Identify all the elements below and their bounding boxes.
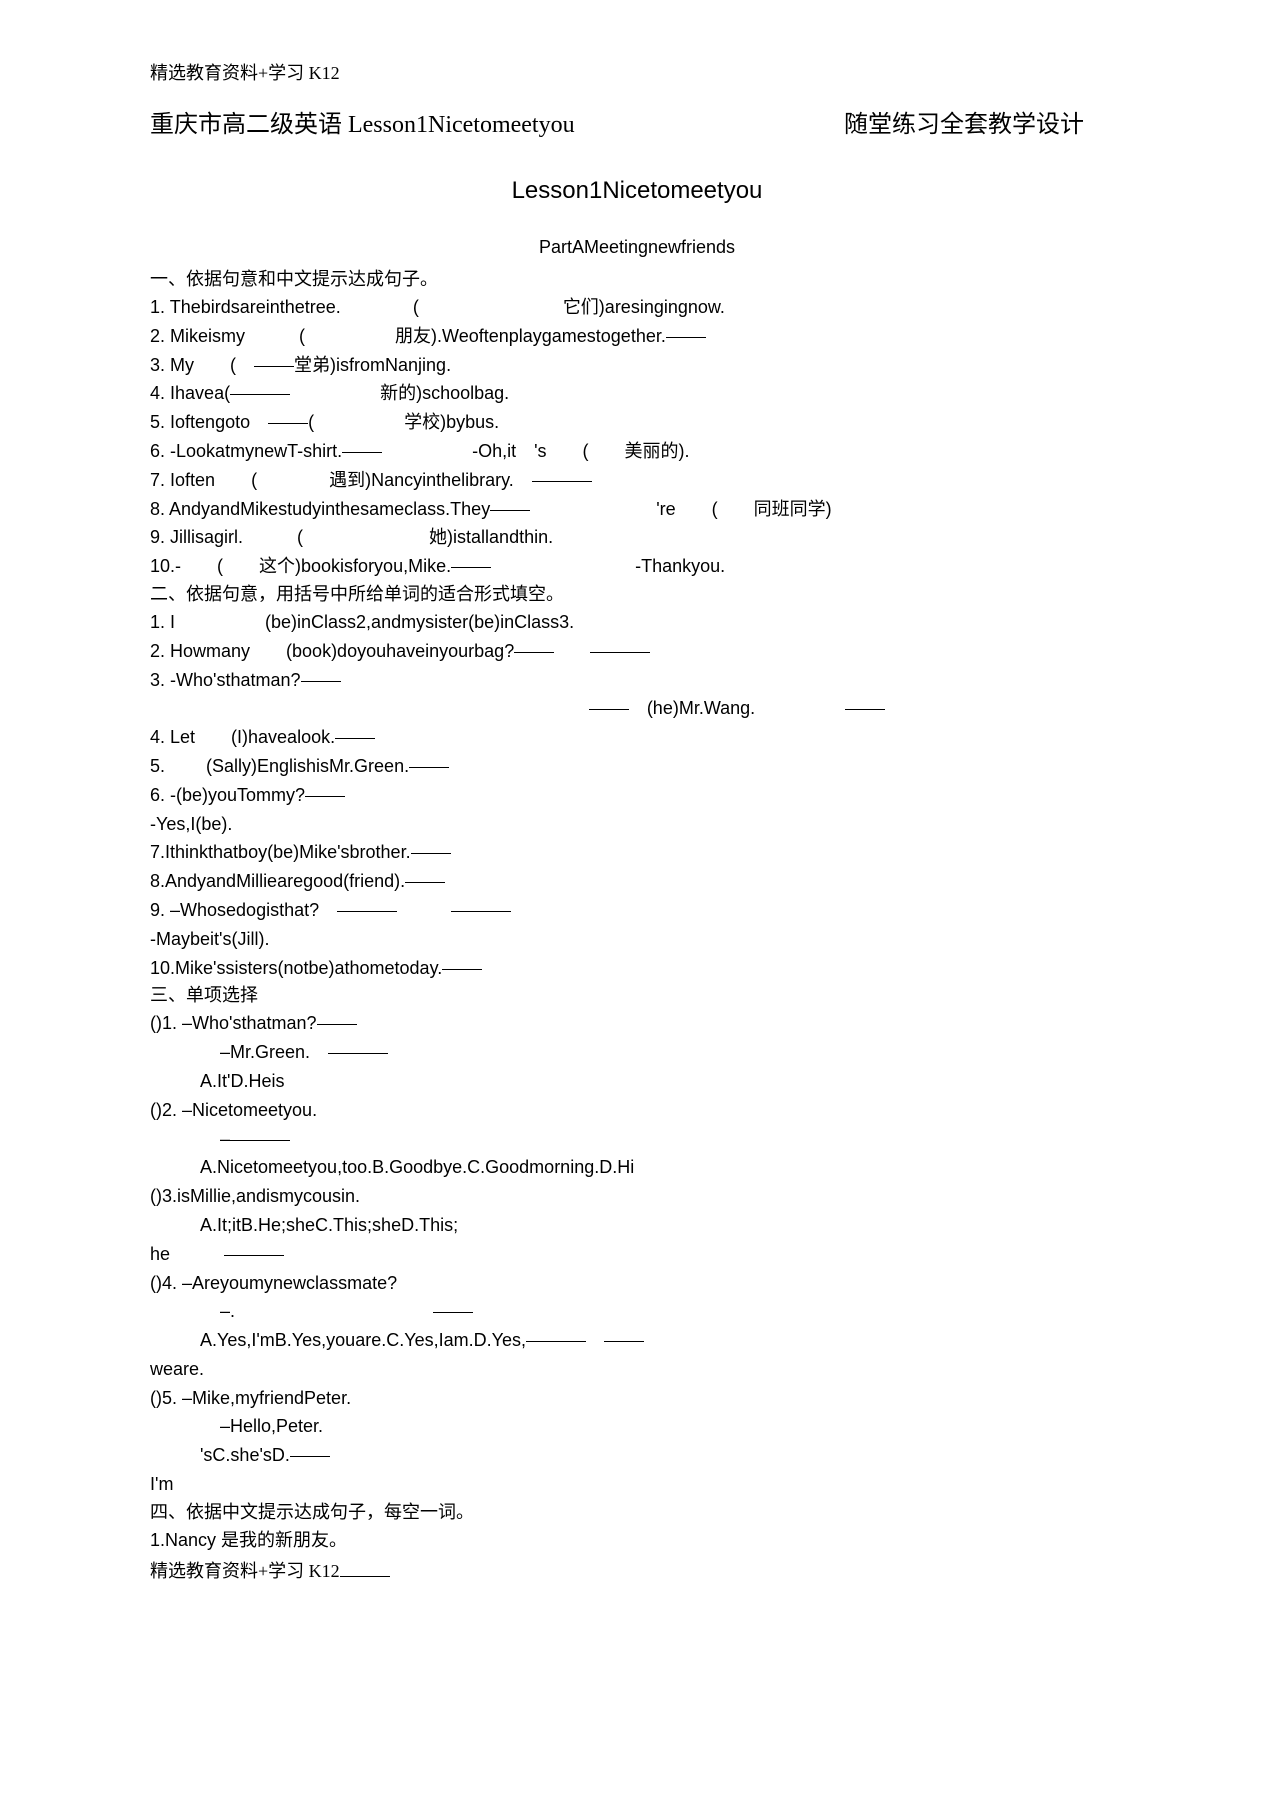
s3-item-4b: –. xyxy=(150,1297,1124,1326)
s3-item-3: ()3.isMillie,andismycousin. xyxy=(150,1182,1124,1211)
section4-heading: 四、依据中文提示达成句子，每空一词。 xyxy=(150,1499,1124,1526)
footer-note: 精选教育资料+学习 K12 xyxy=(150,1558,1124,1585)
s3-item-3c: he xyxy=(150,1240,1124,1269)
s3-item-2c: A.Nicetomeetyou,too.B.Goodbye.C.Goodmorn… xyxy=(150,1153,1124,1182)
s3-item-3b: A.It;itB.He;sheC.This;sheD.This; xyxy=(150,1211,1124,1240)
s2-item-3b: (he)Mr.Wang. xyxy=(150,694,1124,723)
s2-item-9: 9. –Whosedogisthat? xyxy=(150,896,1124,925)
s1-item-3: 3. My ( 堂弟)isfromNanjing. xyxy=(150,351,1124,380)
s2-item-1: 1. I (be)inClass2,andmysister(be)inClass… xyxy=(150,608,1124,637)
s3-item-1: ()1. –Who'sthatman? xyxy=(150,1009,1124,1038)
s3-item-4: ()4. –Areyoumynewclassmate? xyxy=(150,1269,1124,1298)
s3-item-1b: –Mr.Green. xyxy=(150,1038,1124,1067)
s1-item-6: 6. -LookatmynewT-shirt. -Oh,it 's ( 美丽的)… xyxy=(150,437,1124,466)
s2-item-5: 5. (Sally)EnglishisMr.Green. xyxy=(150,752,1124,781)
lesson-title: Lesson1Nicetomeetyou xyxy=(150,173,1124,209)
s1-item-4: 4. Ihavea( 新的)schoolbag. xyxy=(150,379,1124,408)
sub-title: 随堂练习全套教学设计 xyxy=(844,107,1124,143)
section3-heading: 三、单项选择 xyxy=(150,982,1124,1009)
section1-heading: 一、依据句意和中文提示达成句子。 xyxy=(150,266,1124,293)
s2-item-8: 8.AndyandMilliearegood(friend). xyxy=(150,867,1124,896)
s2-item-9b: -Maybeit's(Jill). xyxy=(150,925,1124,954)
s1-item-5: 5. Ioftengoto ( 学校)bybus. xyxy=(150,408,1124,437)
s1-item-1: 1. Thebirdsareinthetree. ( 它们)aresinging… xyxy=(150,293,1124,322)
header-note: 精选教育资料+学习 K12 xyxy=(150,60,1124,87)
s2-item-10: 10.Mike'ssisters(notbe)athometoday. xyxy=(150,954,1124,983)
s1-item-8: 8. AndyandMikestudyinthesameclass.They '… xyxy=(150,495,1124,524)
s4-item-1: 1.Nancy 是我的新朋友。 xyxy=(150,1526,1124,1555)
s1-item-2: 2. Mikeismy ( 朋友).Weoftenplaygamestogeth… xyxy=(150,322,1124,351)
s3-item-2b: – xyxy=(150,1125,1124,1154)
s1-item-7: 7. Ioften ( 遇到)Nancyinthelibrary. xyxy=(150,466,1124,495)
s2-item-7: 7.Ithinkthatboy(be)Mike'sbrother. xyxy=(150,838,1124,867)
s3-item-5d: I'm xyxy=(150,1470,1124,1499)
s2-item-2: 2. Howmany (book)doyouhaveinyourbag? xyxy=(150,637,1124,666)
s1-item-10: 10.- ( 这个)bookisforyou,Mike. -Thankyou. xyxy=(150,552,1124,581)
s3-item-1c: A.It'D.Heis xyxy=(150,1067,1124,1096)
s2-item-6b: -Yes,I(be). xyxy=(150,810,1124,839)
section2-heading: 二、依据句意，用括号中所给单词的适合形式填空。 xyxy=(150,581,1124,608)
s3-item-2: ()2. –Nicetomeetyou. xyxy=(150,1096,1124,1125)
title-row: 重庆市高二级英语 Lesson1Nicetomeetyou 随堂练习全套教学设计 xyxy=(150,107,1124,143)
main-title: 重庆市高二级英语 Lesson1Nicetomeetyou xyxy=(150,107,575,143)
s3-item-5c: 'sC.she'sD. xyxy=(150,1441,1124,1470)
s3-item-4d: weare. xyxy=(150,1355,1124,1384)
part-title: PartAMeetingnewfriends xyxy=(150,234,1124,261)
s2-item-6: 6. -(be)youTommy? xyxy=(150,781,1124,810)
s2-item-4: 4. Let (I)havealook. xyxy=(150,723,1124,752)
s3-item-4c: A.Yes,I'mB.Yes,youare.C.Yes,Iam.D.Yes, xyxy=(150,1326,1124,1355)
s2-item-3: 3. -Who'sthatman? xyxy=(150,666,1124,695)
s1-item-9: 9. Jillisagirl. ( 她)istallandthin. xyxy=(150,523,1124,552)
s3-item-5b: –Hello,Peter. xyxy=(150,1412,1124,1441)
s3-item-5: ()5. –Mike,myfriendPeter. xyxy=(150,1384,1124,1413)
